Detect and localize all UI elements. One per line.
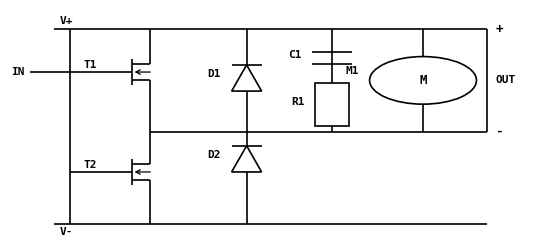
Polygon shape: [232, 65, 262, 91]
Text: T1: T1: [84, 60, 97, 70]
Polygon shape: [232, 146, 262, 172]
Text: R1: R1: [291, 97, 304, 107]
Text: M1: M1: [345, 66, 359, 76]
Text: IN: IN: [11, 67, 25, 77]
Text: V-: V-: [59, 227, 73, 237]
Text: D2: D2: [207, 150, 221, 160]
Text: V+: V+: [59, 16, 73, 26]
Text: D1: D1: [207, 69, 221, 79]
Text: T2: T2: [84, 160, 97, 170]
Text: OUT: OUT: [495, 75, 516, 85]
Text: C1: C1: [288, 50, 301, 60]
Circle shape: [370, 57, 477, 104]
Text: +: +: [495, 23, 503, 36]
Bar: [315, 83, 349, 126]
Text: -: -: [495, 125, 503, 138]
Text: M: M: [419, 74, 427, 87]
